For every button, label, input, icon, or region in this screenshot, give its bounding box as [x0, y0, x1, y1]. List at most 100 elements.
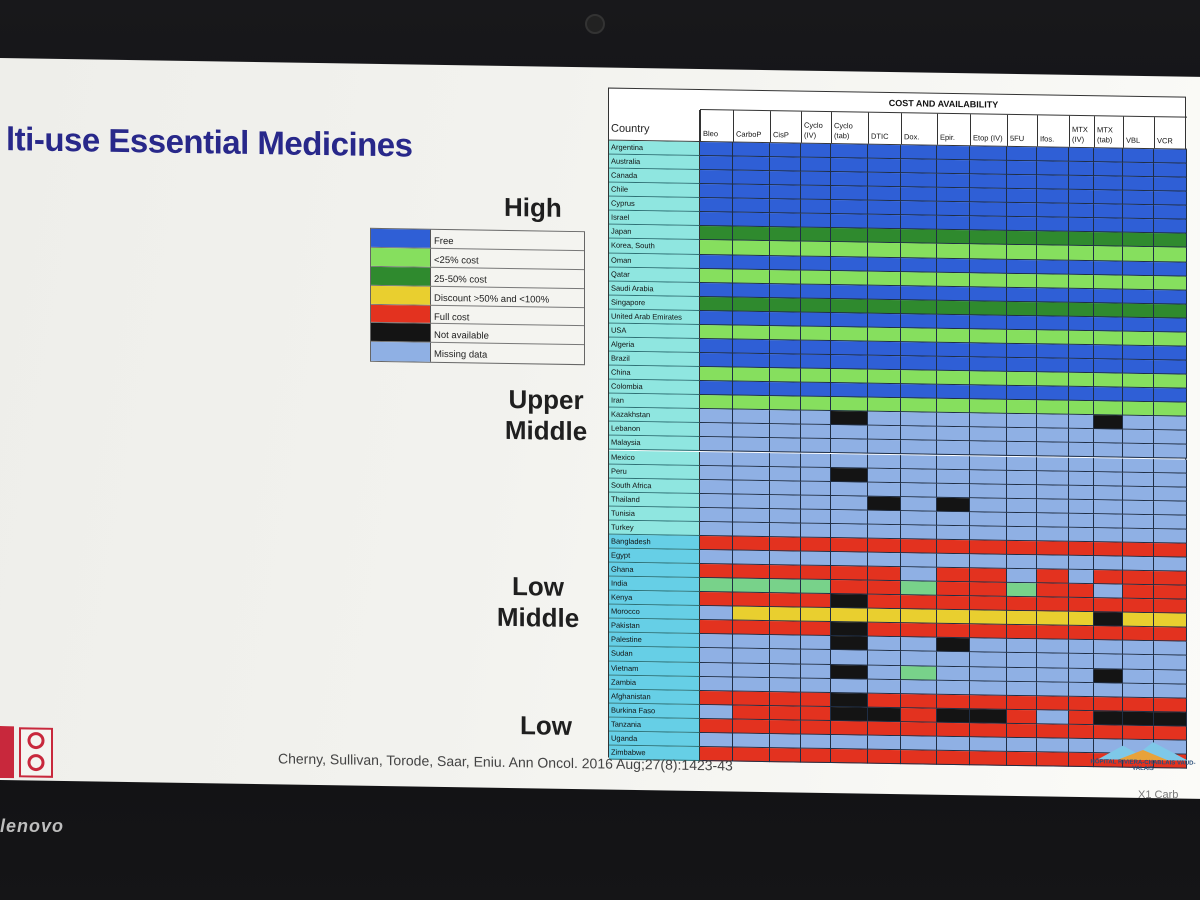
data-cell: [868, 651, 901, 666]
data-cell: [770, 325, 801, 341]
data-cell: [901, 637, 937, 653]
data-cell: [1094, 190, 1123, 205]
data-cell: [937, 258, 970, 273]
data-cell: [801, 157, 831, 173]
data-cell: [1007, 723, 1037, 739]
data-cell: [901, 553, 937, 568]
column-header: VBL: [1123, 116, 1154, 149]
data-cell: [801, 481, 831, 496]
data-cell: [1037, 456, 1069, 472]
data-cell: [801, 396, 831, 412]
data-cell: [1007, 526, 1037, 542]
data-cell: [1123, 570, 1154, 586]
data-cell: [1037, 498, 1069, 514]
data-cell: [801, 635, 831, 651]
data-cell: [1007, 400, 1037, 415]
data-cell: [970, 413, 1007, 429]
data-cell: [1154, 458, 1187, 474]
data-cell: [1154, 303, 1187, 319]
data-cell: [1123, 233, 1154, 248]
data-cell: [901, 398, 937, 414]
data-cell: [1007, 189, 1037, 204]
data-cell: [1007, 554, 1037, 570]
country-cell: Israel: [609, 210, 700, 227]
data-cell: [1037, 358, 1069, 373]
data-cell: [1094, 457, 1123, 473]
data-cell: [700, 141, 733, 157]
data-cell: [831, 144, 868, 159]
data-cell: [937, 483, 970, 498]
data-cell: [868, 538, 901, 554]
data-cell: [937, 244, 970, 259]
data-cell: [1069, 386, 1094, 402]
data-cell: [937, 469, 970, 484]
data-cell: [733, 508, 770, 523]
data-cell: [801, 467, 831, 482]
data-cell: [901, 623, 937, 639]
data-cell: [970, 582, 1007, 597]
data-cell: [1069, 204, 1094, 219]
data-cell: [970, 624, 1007, 640]
data-cell: [901, 665, 937, 681]
legend-label: Not available: [434, 330, 489, 343]
data-cell: [901, 581, 937, 596]
data-cell: [1069, 288, 1094, 303]
data-cell: [868, 580, 901, 596]
data-cell: [1154, 430, 1187, 446]
country-cell: Kazakhstan: [609, 407, 700, 424]
data-cell: [770, 494, 801, 510]
data-cell: [733, 677, 770, 692]
data-cell: [733, 648, 770, 664]
data-cell: [733, 381, 770, 397]
data-cell: [1069, 555, 1094, 571]
country-cell: Turkey: [609, 520, 700, 536]
country-cell: Ghana: [609, 562, 700, 579]
data-cell: [901, 750, 937, 765]
data-cell: [700, 718, 733, 734]
data-cell: [970, 371, 1007, 386]
data-cell: [801, 185, 831, 201]
data-cell: [868, 313, 901, 329]
data-cell: [1037, 287, 1069, 303]
data-cell: [770, 396, 801, 411]
data-cell: [937, 356, 970, 372]
data-cell: [901, 707, 937, 723]
data-cell: [700, 620, 733, 635]
data-cell: [1037, 625, 1069, 641]
data-cell: [1007, 456, 1037, 471]
data-cell: [1007, 625, 1037, 640]
data-cell: [801, 706, 831, 721]
data-cell: [1154, 444, 1187, 460]
data-cell: [1154, 543, 1187, 558]
data-cell: [831, 509, 868, 525]
data-cell: [970, 638, 1007, 654]
webcam-icon: [585, 14, 605, 34]
data-cell: [901, 187, 937, 202]
data-cell: [1007, 371, 1037, 387]
data-cell: [937, 553, 970, 569]
data-cell: [868, 482, 901, 497]
tier-label-low-middle: Low Middle: [496, 571, 580, 634]
data-cell: [1007, 470, 1037, 485]
data-cell: [1007, 146, 1037, 162]
data-cell: [831, 608, 868, 623]
data-cell: [1037, 344, 1069, 359]
country-cell: Oman: [609, 253, 700, 269]
data-cell: [1069, 626, 1094, 641]
data-cell: [770, 438, 801, 454]
data-cell: [1123, 190, 1154, 206]
data-cell: [770, 382, 801, 397]
data-cell: [868, 468, 901, 483]
data-cell: [868, 411, 901, 427]
data-cell: [901, 159, 937, 174]
data-cell: [1037, 667, 1069, 683]
data-cell: [937, 525, 970, 541]
country-cell: Uganda: [609, 731, 700, 747]
data-cell: [700, 662, 733, 678]
data-cell: [1007, 709, 1037, 725]
data-cell: [770, 719, 801, 735]
data-cell: [1094, 246, 1123, 262]
data-cell: [901, 539, 937, 554]
data-cell: [831, 748, 868, 764]
data-cell: [801, 748, 831, 764]
